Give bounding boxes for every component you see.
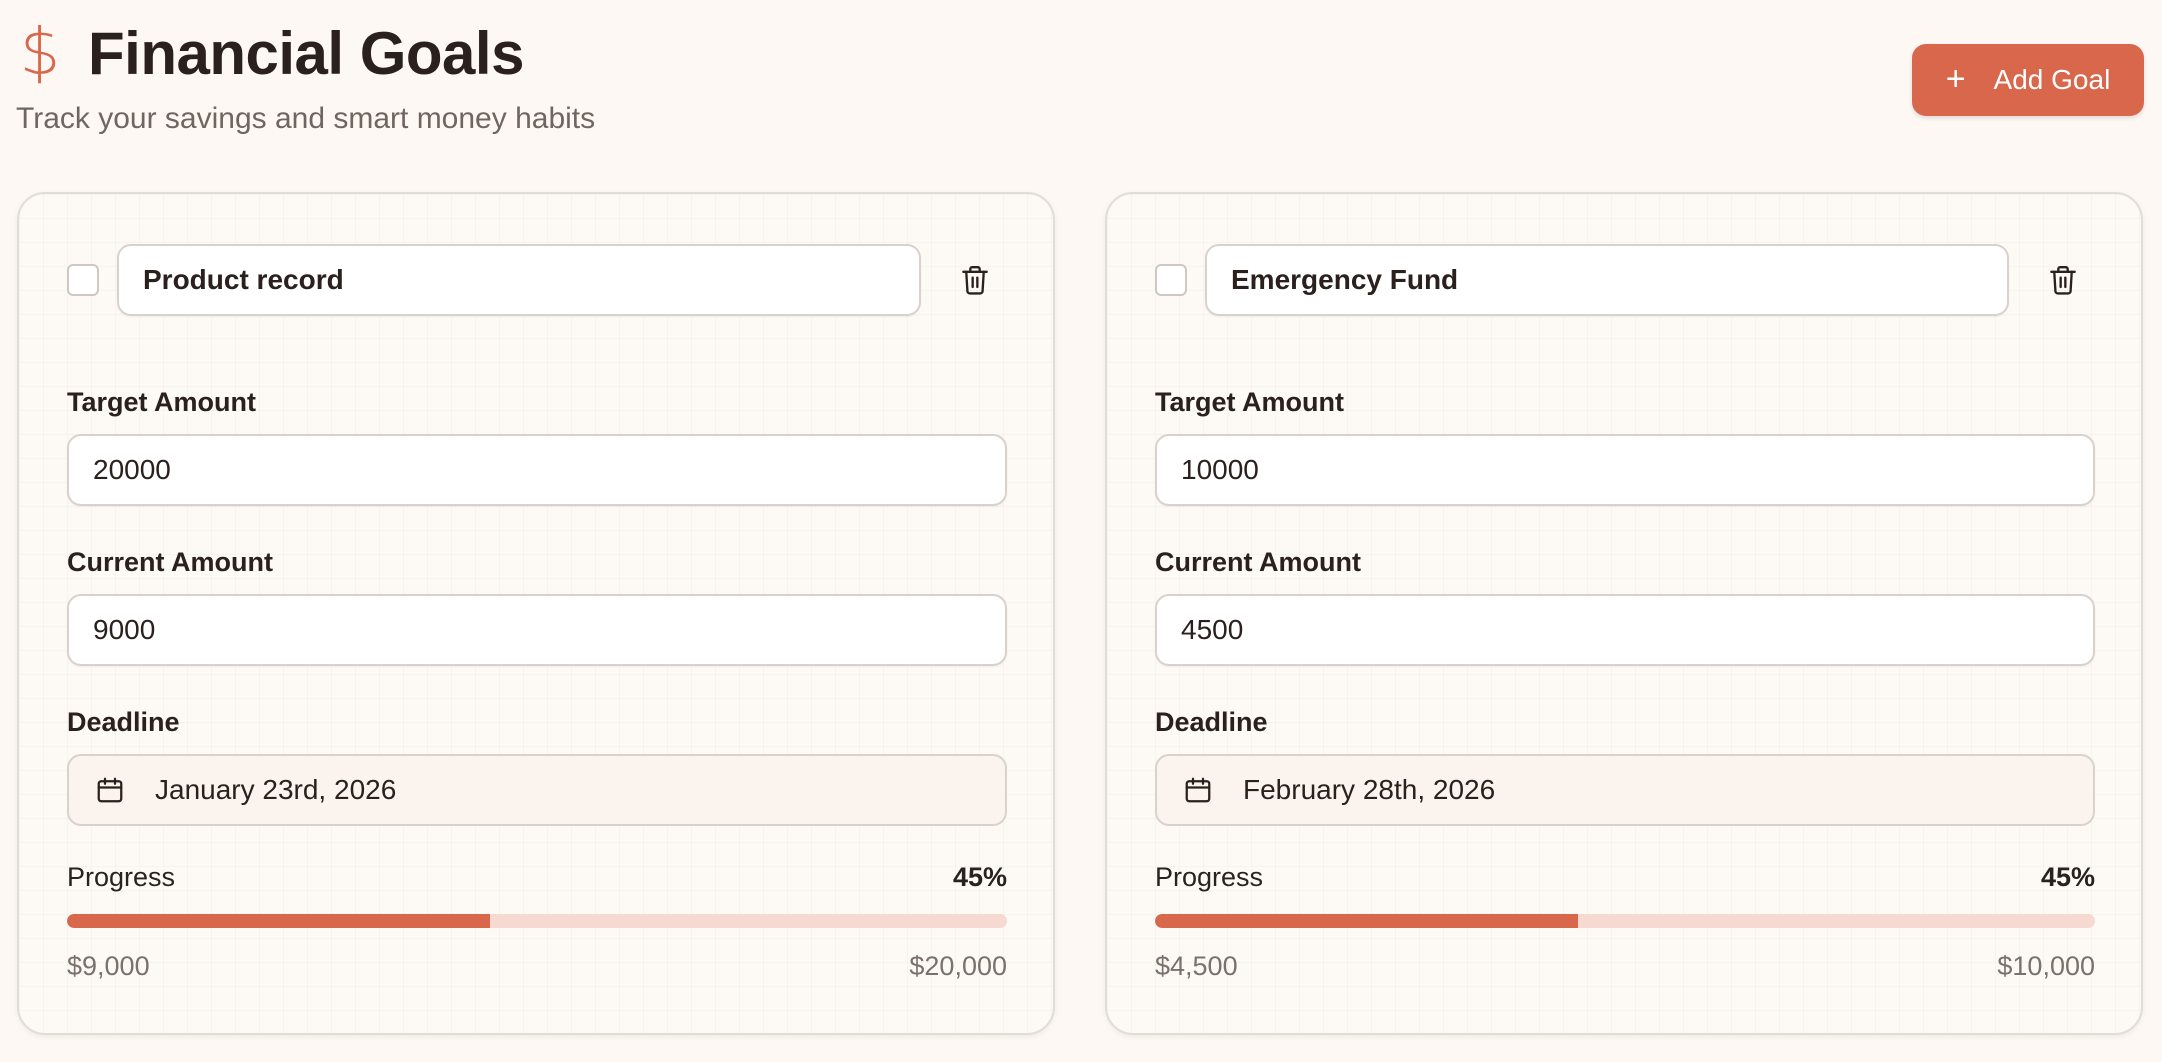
goal-card-header [1155,244,2093,316]
current-amount-display: $9,000 [67,951,150,981]
progress-percent: 45% [2040,862,2095,892]
target-amount-display: $10,000 [1997,951,2095,981]
progress-bar [1155,914,2095,928]
target-amount-label: Target Amount [67,387,256,417]
progress-row: Progress 45% [1155,862,2095,893]
goal-cards: Target Amount Current Amount Deadline Ja… [17,192,2144,1035]
goal-card-header [67,244,1005,316]
goal-complete-checkbox[interactable] [67,264,99,296]
goal-name-input[interactable] [117,244,921,316]
deadline-label: Deadline [67,707,180,737]
deadline-date-picker[interactable]: January 23rd, 2026 [67,754,1007,826]
dollar-icon: $ [19,16,61,90]
deadline-value: January 23rd, 2026 [155,774,397,805]
goal-name-input[interactable] [1205,244,2009,316]
deadline-value: February 28th, 2026 [1243,774,1496,805]
current-amount-input[interactable] [1155,594,2095,666]
trash-icon [2050,265,2076,295]
page-subtitle: Track your savings and smart money habit… [16,102,596,135]
page-header: $ Financial Goals Track your savings and… [16,16,2144,148]
progress-bar-fill [67,914,490,928]
calendar-icon [95,775,125,805]
target-amount-input[interactable] [1155,434,2095,506]
deadline-label: Deadline [1155,707,1268,737]
calendar-icon [1183,775,1213,805]
current-amount-input[interactable] [67,594,1007,666]
current-amount-label: Current Amount [67,547,273,577]
delete-goal-button[interactable] [2043,260,2083,300]
goal-card: Target Amount Current Amount Deadline Ja… [17,192,1055,1035]
deadline-date-picker[interactable]: February 28th, 2026 [1155,754,2095,826]
target-amount-input[interactable] [67,434,1007,506]
progress-row: Progress 45% [67,862,1007,893]
title-row: $ Financial Goals [16,16,2144,90]
current-amount-display: $4,500 [1155,951,1238,981]
progress-bar [67,914,1007,928]
progress-label: Progress [67,862,176,892]
plus-icon: + [1945,60,1966,98]
target-amount-label: Target Amount [1155,387,1344,417]
page-title: Financial Goals [88,19,524,87]
trash-icon [962,265,988,295]
add-goal-label: Add Goal [1993,64,2111,95]
current-amount-label: Current Amount [1155,547,1361,577]
goal-complete-checkbox[interactable] [1155,264,1187,296]
add-goal-button[interactable]: + Add Goal [1912,44,2144,116]
delete-goal-button[interactable] [955,260,995,300]
progress-bar-fill [1155,914,1578,928]
target-amount-display: $20,000 [909,951,1007,981]
progress-label: Progress [1155,862,1264,892]
progress-percent: 45% [952,862,1007,892]
amount-row: $9,000 $20,000 [67,951,1007,982]
amount-row: $4,500 $10,000 [1155,951,2095,982]
goal-card: Target Amount Current Amount Deadline Fe… [1105,192,2143,1035]
